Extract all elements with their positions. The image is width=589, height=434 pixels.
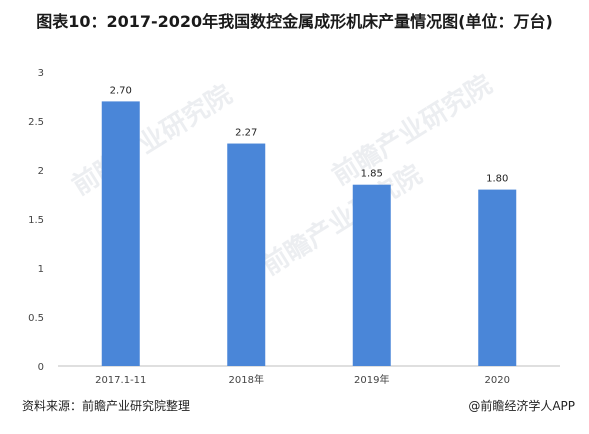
y-tick-label: 0 bbox=[38, 362, 44, 373]
data-label: 2.70 bbox=[110, 85, 132, 96]
x-tick-label: 2017.1-11 bbox=[95, 375, 146, 386]
data-label: 1.85 bbox=[361, 169, 383, 180]
x-tick-label: 2020 bbox=[485, 375, 510, 386]
brand-credit: @前瞻经济学人APP bbox=[468, 399, 575, 413]
y-tick-label: 1.5 bbox=[28, 215, 44, 226]
y-tick-label: 2.5 bbox=[28, 117, 44, 128]
x-tick-label: 2018年 bbox=[229, 373, 264, 386]
y-tick-label: 1 bbox=[38, 264, 44, 275]
bar bbox=[478, 189, 517, 366]
bar bbox=[352, 184, 391, 366]
bar bbox=[227, 143, 266, 366]
data-label: 1.80 bbox=[486, 174, 508, 185]
source-note: 资料来源：前瞻产业研究院整理 bbox=[22, 399, 191, 413]
y-tick-label: 0.5 bbox=[28, 313, 44, 324]
x-tick-label: 2019年 bbox=[354, 373, 389, 386]
y-tick-label: 3 bbox=[38, 68, 44, 79]
bar bbox=[101, 101, 140, 367]
y-tick-label: 2 bbox=[38, 166, 44, 177]
data-label: 2.27 bbox=[235, 128, 257, 139]
chart-title: 图表10：2017-2020年我国数控金属成形机床产量情况图(单位：万台) bbox=[36, 12, 553, 31]
